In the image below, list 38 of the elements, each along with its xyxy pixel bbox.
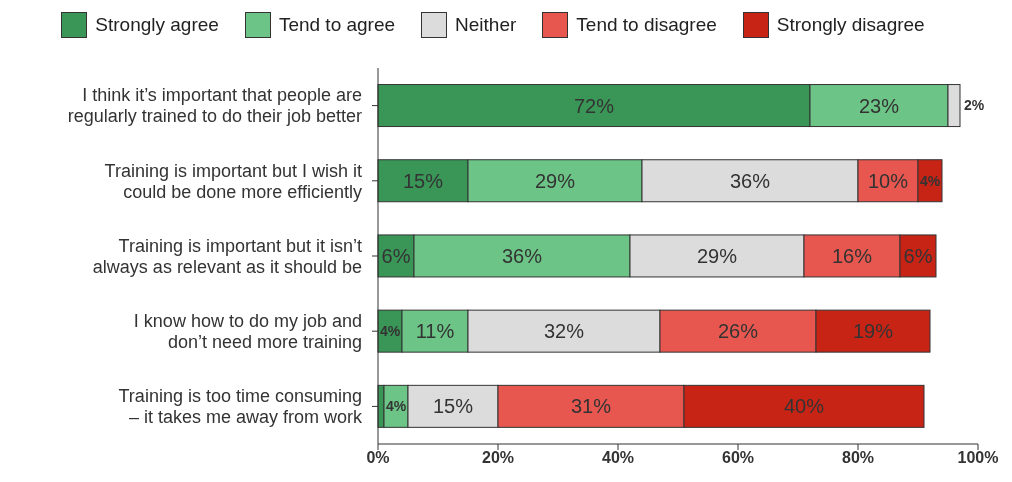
y-tick-label: I think it’s important that people are regularly trained to do their job better bbox=[67, 85, 362, 127]
y-tick-label: I know how to do my job and don’t need more training bbox=[133, 311, 362, 352]
data-label: 4% bbox=[919, 172, 941, 189]
data-label: 6% bbox=[903, 244, 933, 267]
data-label: 10% bbox=[867, 169, 909, 192]
data-label: 72% bbox=[573, 94, 615, 117]
y-tick-label: Training is too time consuming – it takes me away from work bbox=[118, 386, 363, 428]
data-label: 26% bbox=[717, 320, 759, 343]
data-label: 29% bbox=[534, 169, 576, 192]
x-tick-label: 100% bbox=[957, 449, 999, 467]
data-label: 15% bbox=[432, 395, 474, 418]
data-label: 19% bbox=[852, 320, 894, 343]
data-label: 29% bbox=[696, 244, 738, 267]
data-label: 11% bbox=[415, 320, 455, 343]
legend-label: Strongly disagree bbox=[776, 14, 925, 36]
legend-label: Tend to disagree bbox=[576, 14, 717, 36]
x-tick-label: 20% bbox=[481, 449, 515, 467]
data-label: 2% bbox=[964, 97, 985, 114]
data-label: 16% bbox=[831, 244, 873, 267]
data-label: 36% bbox=[729, 169, 771, 192]
x-tick-label: 80% bbox=[841, 449, 875, 467]
data-label: 4% bbox=[379, 323, 401, 340]
legend-label: Neither bbox=[455, 14, 517, 36]
x-tick-label: 60% bbox=[721, 449, 755, 467]
x-tick-label: 40% bbox=[601, 449, 635, 467]
data-label: 32% bbox=[543, 320, 585, 343]
legend-label: Strongly agree bbox=[95, 14, 219, 36]
data-label: 36% bbox=[501, 244, 543, 267]
data-label: 6% bbox=[381, 244, 411, 267]
data-label: 23% bbox=[858, 94, 900, 117]
y-tick-label: Training is important but it isn’t always as relevant as it should be bbox=[92, 235, 362, 277]
y-tick-label: Training is important but I wish it could be done more efficiently bbox=[104, 160, 362, 202]
x-tick-label: 0% bbox=[366, 449, 390, 467]
data-label: 4% bbox=[385, 398, 407, 415]
data-label: 40% bbox=[783, 395, 825, 418]
data-label: 15% bbox=[402, 169, 444, 192]
data-label: 31% bbox=[570, 395, 612, 418]
legend-label: Tend to agree bbox=[278, 14, 396, 36]
